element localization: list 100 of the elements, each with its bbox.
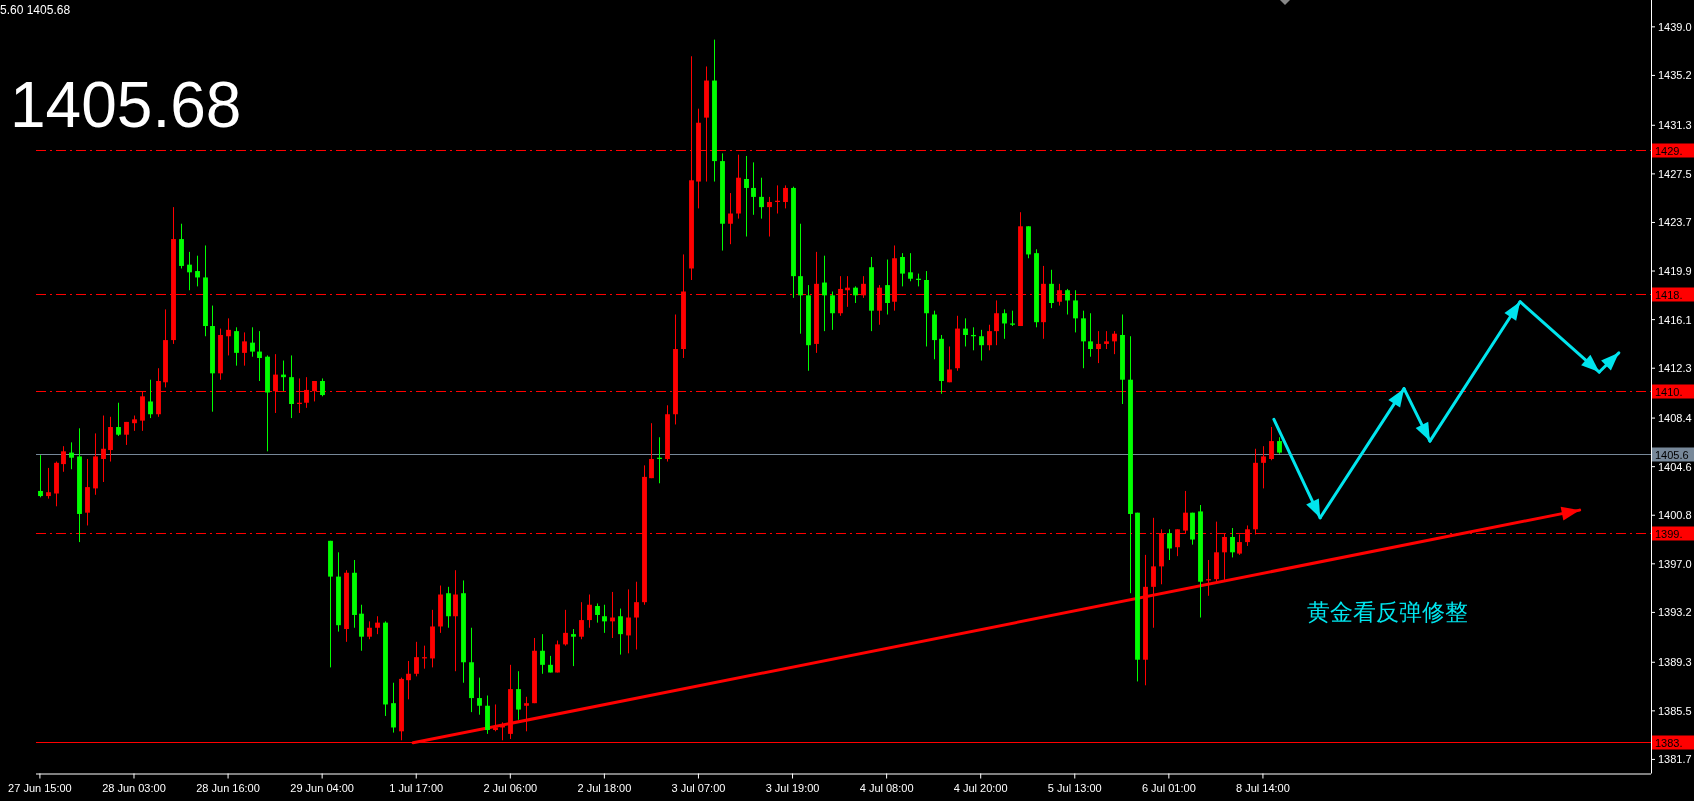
- annotation: 黄金看反弹修整: [1307, 599, 1468, 625]
- y-tick-label: 1423.7: [1658, 216, 1692, 229]
- candlestick: [822, 255, 827, 332]
- candlestick: [61, 445, 66, 473]
- ref-line-label: 1410.: [1655, 385, 1683, 398]
- candlestick: [571, 628, 576, 667]
- candlestick: [1096, 330, 1101, 364]
- y-tick-label: 1439.0: [1658, 20, 1692, 33]
- candlestick: [493, 703, 498, 732]
- candlestick: [257, 330, 262, 382]
- y-tick-label: 1393.2: [1658, 606, 1692, 619]
- annotation: 1405.68: [10, 69, 242, 141]
- candlestick: [414, 641, 419, 677]
- y-tick-label: 1389.3: [1658, 656, 1692, 669]
- y-tick-label: 1412.3: [1658, 362, 1692, 375]
- candlestick: [649, 422, 654, 479]
- candlestick: [563, 609, 568, 647]
- candlestick: [947, 345, 952, 383]
- y-tick-label: 1416.1: [1658, 313, 1692, 326]
- x-tick-label: 3 Jul 07:00: [671, 781, 726, 794]
- candlestick: [798, 223, 803, 335]
- candlestick: [767, 196, 772, 238]
- candlestick: [963, 317, 968, 347]
- y-tick-label: 1381.7: [1658, 753, 1692, 766]
- candlestick: [69, 441, 74, 470]
- candlestick: [250, 326, 255, 358]
- candlestick: [516, 670, 521, 721]
- candlestick: [1002, 308, 1007, 340]
- y-tick-label: 1427.5: [1658, 167, 1692, 180]
- candlestick: [406, 660, 411, 700]
- x-tick-label: 5 Jul 13:00: [1047, 781, 1102, 794]
- ref-line-label: 1383.: [1655, 736, 1683, 749]
- candlestick: [46, 467, 51, 500]
- candlestick: [634, 581, 639, 650]
- candlestick: [744, 155, 749, 238]
- y-tick-label: 1404.6: [1658, 460, 1692, 473]
- candlestick: [187, 251, 192, 291]
- x-tick-label: 28 Jun 03:00: [102, 781, 166, 794]
- y-tick-label: 1397.0: [1658, 557, 1692, 570]
- candlestick: [446, 586, 451, 629]
- x-tick-label: 3 Jul 19:00: [765, 781, 820, 794]
- x-tick-label: 8 Jul 14:00: [1236, 781, 1290, 794]
- candlestick: [226, 317, 231, 356]
- x-tick-label: 4 Jul 20:00: [953, 781, 1008, 794]
- candlestick: [994, 299, 999, 346]
- candlestick: [900, 252, 905, 287]
- candlestick: [830, 291, 835, 331]
- ref-line-label: 1399.: [1655, 527, 1683, 540]
- x-tick-label: 4 Jul 08:00: [859, 781, 914, 794]
- candlestick: [602, 604, 607, 634]
- x-tick-label: 28 Jun 16:00: [196, 781, 260, 794]
- candlestick: [108, 416, 113, 463]
- candlestick: [618, 608, 623, 656]
- y-tick-label: 1385.5: [1658, 704, 1692, 717]
- y-tick-label: 1408.4: [1658, 412, 1692, 425]
- candlestick: [1088, 312, 1093, 358]
- candlestick: [579, 601, 584, 640]
- candlestick: [885, 259, 890, 316]
- candlestick: [979, 329, 984, 362]
- candlestick: [783, 184, 788, 209]
- candlestick: [728, 192, 733, 245]
- candlestick: [908, 252, 913, 282]
- candlestick: [626, 588, 631, 654]
- candlestick: [987, 324, 992, 351]
- candlestick: [116, 402, 121, 437]
- y-tick-label: 1435.2: [1658, 69, 1692, 82]
- x-tick-label: 2 Jul 06:00: [483, 781, 538, 794]
- x-tick-label: 27 Jun 15:00: [8, 781, 72, 794]
- candlestick: [242, 331, 247, 367]
- candlestick: [195, 255, 200, 287]
- y-tick-label: 1400.8: [1658, 509, 1692, 522]
- ref-line-label: 1405.6: [1655, 448, 1689, 461]
- candlestick: [1261, 445, 1266, 489]
- x-tick-label: 6 Jul 01:00: [1141, 781, 1196, 794]
- ref-line-label: 1418.: [1655, 288, 1683, 301]
- candlestick: [148, 379, 153, 419]
- candlestick: [587, 594, 592, 629]
- ref-line-label: 1429.: [1655, 144, 1683, 157]
- y-tick-label: 1419.9: [1658, 265, 1692, 278]
- x-tick-label: 1 Jul 17:00: [389, 781, 444, 794]
- candlestick: [234, 326, 239, 367]
- y-tick-label: 1431.3: [1658, 119, 1692, 132]
- candlestick: [101, 415, 106, 483]
- x-tick-label: 2 Jul 18:00: [577, 781, 632, 794]
- candlestick: [1065, 288, 1070, 316]
- candlestick: [1112, 330, 1117, 355]
- candlestick: [1081, 310, 1086, 369]
- candlestick: [1167, 528, 1172, 561]
- candlestick: [1049, 269, 1054, 309]
- candlestick: [1269, 426, 1274, 461]
- candlestick: [1230, 527, 1235, 558]
- annotation: 5.60 1405.68: [0, 3, 71, 17]
- candlestick: [359, 604, 364, 652]
- candlestick: [751, 161, 756, 216]
- candlestick: [540, 633, 545, 675]
- candlestick: [477, 677, 482, 716]
- candlestick: [1073, 289, 1078, 333]
- candlestick: [759, 177, 764, 220]
- x-tick-label: 29 Jun 04:00: [290, 781, 354, 794]
- candlestick: [38, 454, 43, 498]
